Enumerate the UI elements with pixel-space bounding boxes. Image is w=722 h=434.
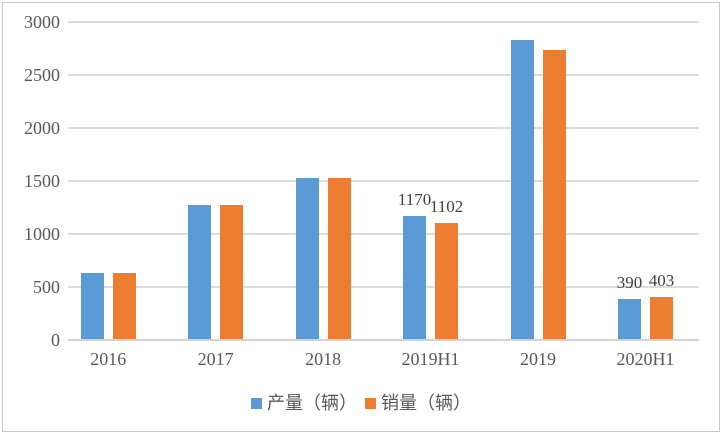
production-bar-2017 [188,205,212,340]
legend-item-production: 产量（辆） [251,393,357,413]
category-label-2020H1: 2020H1 [616,349,675,369]
category-label-2017: 2017 [197,349,234,369]
sales-color-swatch [365,397,376,409]
category-label-2018: 2018 [305,349,342,369]
sales-bar-2018 [327,178,351,340]
gridline [68,74,699,76]
gridline [68,21,699,23]
sales-bar-2016 [112,273,136,340]
x-axis-line [68,339,699,341]
gridline [68,180,699,182]
category-label-2019H1: 2019H1 [401,349,460,369]
category-label-2019: 2019 [520,349,556,369]
y-tick-label: 2500 [24,65,60,85]
gridline [68,127,699,129]
production-bar-2020H1 [617,298,641,340]
y-tick-label: 1500 [24,171,60,191]
sales-bar-2019 [542,49,566,340]
y-tick-label: 3000 [24,12,60,32]
legend: 产量（辆） 销量（辆） [0,393,722,413]
production-bar-2016 [80,273,104,340]
sales-bar-2019H1 [435,223,459,340]
production-color-swatch [251,397,262,409]
sales-data-label-2019H1: 1102 [429,197,464,217]
legend-item-sales: 销量（辆） [365,393,471,413]
gridline [68,233,699,235]
production-bar-2018 [295,178,319,340]
y-tick-label: 2000 [24,118,60,138]
gridline [68,286,699,288]
sales-data-label-2020H1: 403 [648,271,675,291]
production-bar-2019H1 [403,215,427,340]
legend-label-production: 产量（辆） [267,393,357,413]
sales-bar-2017 [220,204,244,340]
y-tick-label: 500 [33,277,60,297]
y-tick-label: 1000 [24,224,60,244]
production-data-label-2019H1: 1170 [397,189,432,209]
y-tick-label: 0 [51,330,60,350]
category-label-2016: 2016 [90,349,127,369]
production-data-label-2020H1: 390 [616,272,643,292]
sales-bar-2020H1 [649,297,673,340]
legend-label-sales: 销量（辆） [381,393,471,413]
production-bar-2019 [510,39,534,340]
